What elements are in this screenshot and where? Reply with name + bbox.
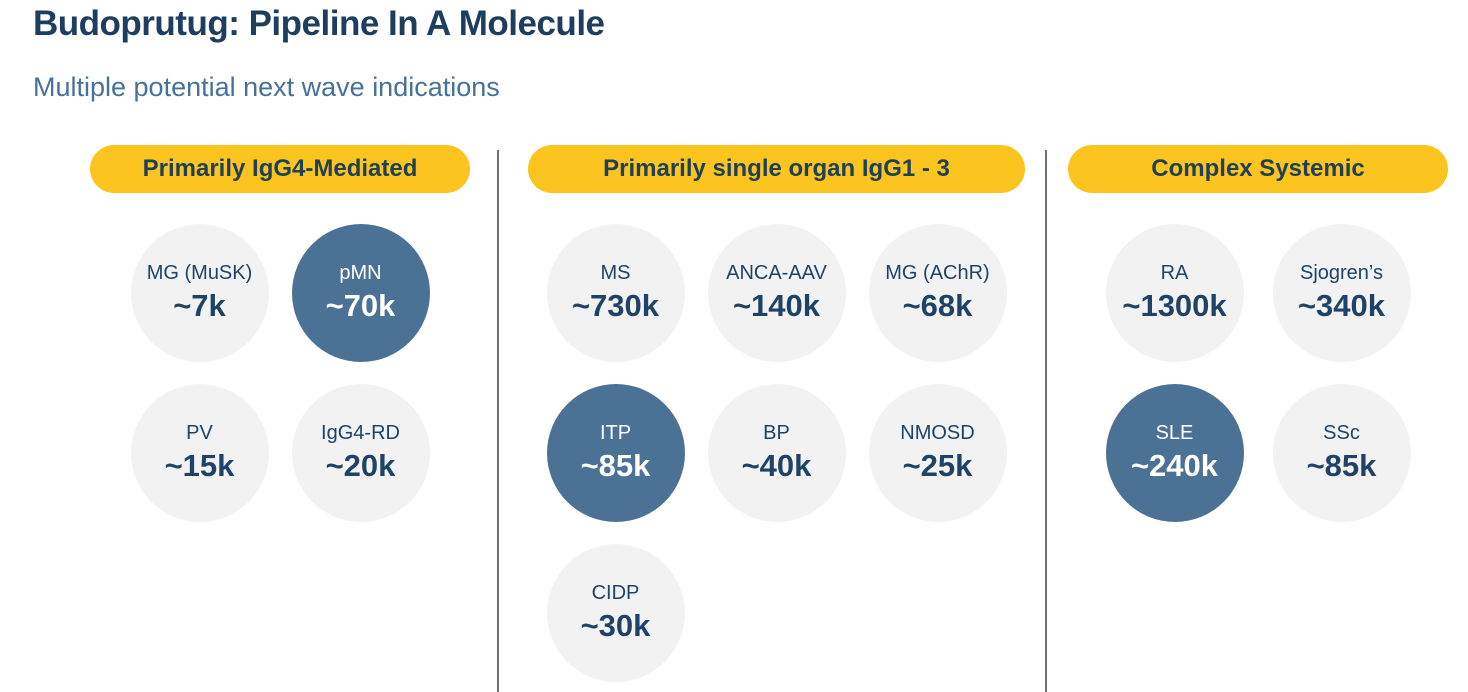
indication-circle-igg4-rd: IgG4-RD ~20k — [291, 384, 430, 522]
indication-value: ~730k — [571, 288, 660, 323]
column-header-igg4-mediated: Primarily IgG4-Mediated — [90, 145, 470, 193]
indication-circle-pmn: pMN ~70k — [291, 224, 430, 362]
indication-value: ~7k — [173, 288, 226, 323]
indication-label: NMOSD — [900, 422, 975, 444]
circle-row: RA ~1300k Sjogren’s ~340k — [1105, 224, 1411, 362]
column-divider-right — [1045, 150, 1047, 692]
circle-group: MG (MuSK) ~7k pMN ~70k PV ~15k IgG4-RD ~… — [130, 224, 430, 522]
column-igg4-mediated: Primarily IgG4-Mediated MG (MuSK) ~7k pM… — [90, 145, 470, 522]
circle-row: PV ~15k IgG4-RD ~20k — [130, 384, 430, 522]
column-divider-left — [497, 150, 499, 692]
indication-label: ITP — [599, 422, 632, 444]
column-single-organ-igg1-3: Primarily single organ IgG1 - 3 MS ~730k… — [528, 145, 1025, 682]
circle-row: MG (MuSK) ~7k pMN ~70k — [130, 224, 430, 362]
indication-value: ~1300k — [1122, 288, 1227, 323]
indication-label: RA — [1160, 262, 1189, 284]
indication-value: ~70k — [325, 288, 396, 323]
indication-value: ~25k — [902, 448, 973, 483]
circle-row: ITP ~85k BP ~40k NMOSD ~25k — [546, 384, 1007, 522]
indication-circle-nmosd: NMOSD ~25k — [868, 384, 1007, 522]
circle-row: CIDP ~30k — [546, 544, 1007, 682]
indication-circle-bp: BP ~40k — [707, 384, 846, 522]
indication-label: PV — [186, 422, 213, 444]
column-header-single-organ-igg1-3: Primarily single organ IgG1 - 3 — [528, 145, 1025, 193]
indication-circle-pv: PV ~15k — [130, 384, 269, 522]
indication-value: ~85k — [580, 448, 651, 483]
indication-label: SSc — [1323, 422, 1360, 444]
indication-circle-mg-musk: MG (MuSK) ~7k — [130, 224, 269, 362]
indication-label: pMN — [339, 262, 382, 284]
indication-label: Sjogren’s — [1299, 262, 1384, 284]
indication-value: ~20k — [325, 448, 396, 483]
indication-value: ~30k — [580, 608, 651, 643]
indication-circle-ra: RA ~1300k — [1105, 224, 1244, 362]
indication-label: BP — [763, 422, 790, 444]
indication-value: ~68k — [902, 288, 973, 323]
indication-circle-mg-achr: MG (AChR) ~68k — [868, 224, 1007, 362]
indication-label: ANCA-AAV — [726, 262, 827, 284]
circle-row: SLE ~240k SSc ~85k — [1105, 384, 1411, 522]
indication-value: ~240k — [1130, 448, 1219, 483]
indication-label: MS — [600, 262, 631, 284]
page-subtitle: Multiple potential next wave indications — [33, 72, 500, 102]
indication-label: MG (MuSK) — [146, 262, 253, 284]
indication-value: ~85k — [1306, 448, 1377, 483]
indication-circle-sle: SLE ~240k — [1105, 384, 1244, 522]
circle-row: MS ~730k ANCA-AAV ~140k MG (AChR) ~68k — [546, 224, 1007, 362]
indication-value: ~40k — [741, 448, 812, 483]
indication-circle-ms: MS ~730k — [546, 224, 685, 362]
indication-value: ~140k — [732, 288, 821, 323]
indication-value: ~15k — [164, 448, 235, 483]
indication-label: CIDP — [591, 582, 640, 604]
indication-circle-cidp: CIDP ~30k — [546, 544, 685, 682]
indication-circle-sjogrens: Sjogren’s ~340k — [1272, 224, 1411, 362]
indication-circle-ssc: SSc ~85k — [1272, 384, 1411, 522]
circle-group: MS ~730k ANCA-AAV ~140k MG (AChR) ~68k I… — [546, 224, 1007, 682]
indication-label: SLE — [1155, 422, 1194, 444]
circle-group: RA ~1300k Sjogren’s ~340k SLE ~240k SSc … — [1105, 224, 1411, 522]
indication-circle-itp: ITP ~85k — [546, 384, 685, 522]
column-header-complex-systemic: Complex Systemic — [1068, 145, 1448, 193]
page-title: Budoprutug: Pipeline In A Molecule — [33, 4, 605, 43]
indication-value: ~340k — [1297, 288, 1386, 323]
indication-label: IgG4-RD — [321, 422, 400, 444]
column-complex-systemic: Complex Systemic RA ~1300k Sjogren’s ~34… — [1068, 145, 1448, 522]
indication-circle-anca-aav: ANCA-AAV ~140k — [707, 224, 846, 362]
indication-label: MG (AChR) — [885, 262, 990, 284]
